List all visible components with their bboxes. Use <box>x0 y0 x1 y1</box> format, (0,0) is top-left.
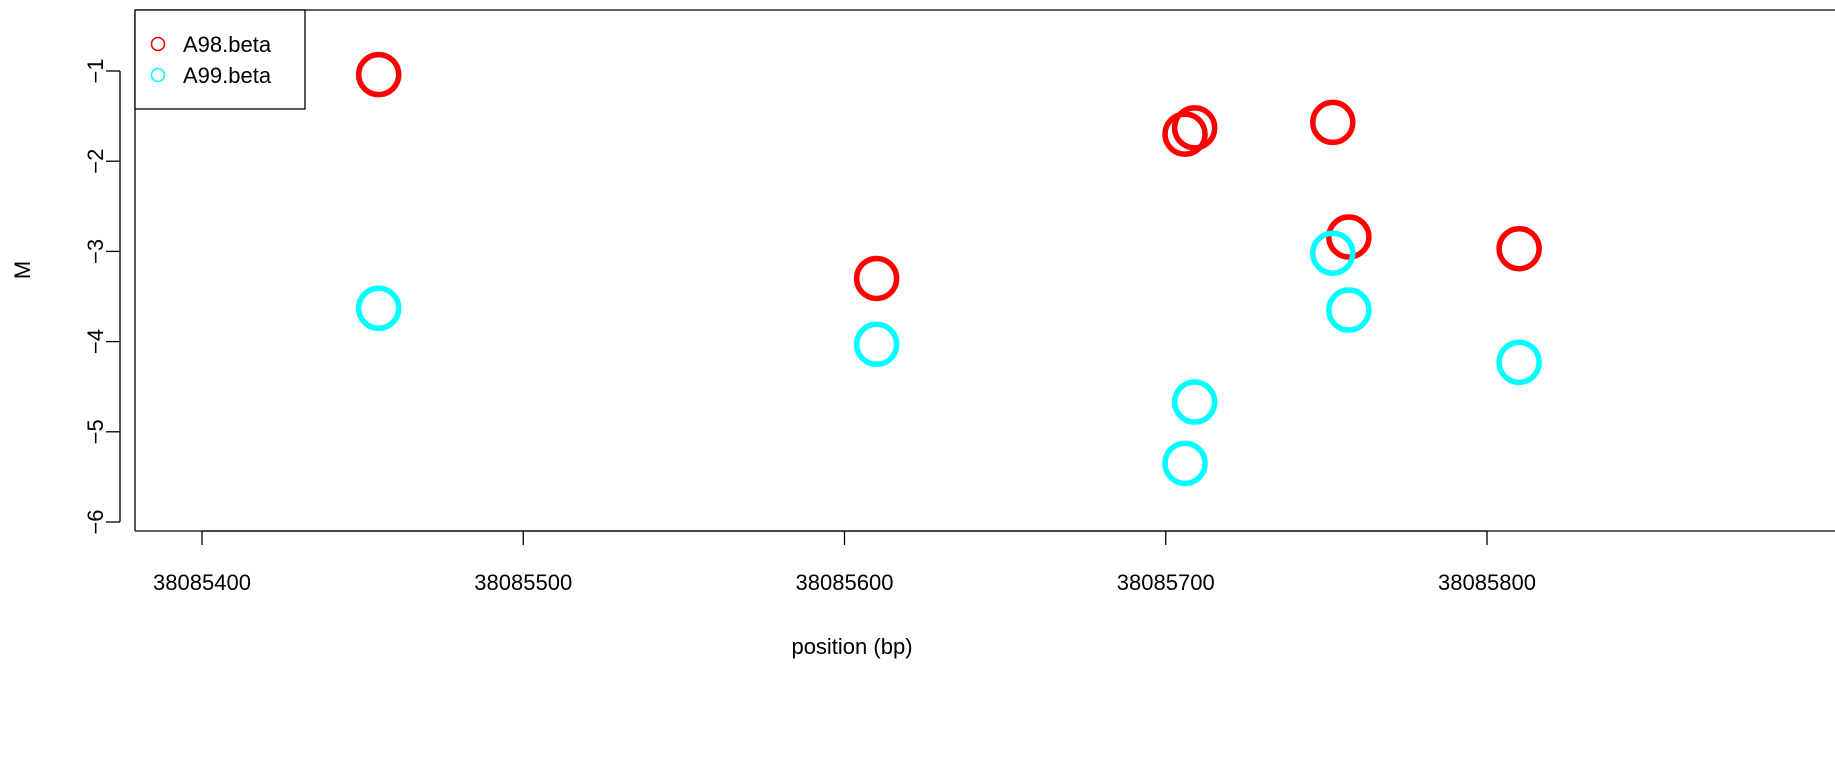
x-axis: 38085400 38085500 38085600 38085700 38085800 <box>153 530 1536 595</box>
legend-marker <box>150 67 166 83</box>
data-point <box>1496 225 1542 272</box>
data-point <box>1171 105 1218 151</box>
data-point <box>355 285 402 331</box>
legend-label: A99.beta <box>183 63 272 88</box>
data-point <box>1310 99 1356 146</box>
data-point <box>1326 214 1372 260</box>
legend: A98.beta A99.beta <box>134 9 306 110</box>
data-point <box>1496 339 1542 386</box>
x-axis-label: position (bp) <box>791 634 912 659</box>
x-tick-label: 38085600 <box>796 570 894 595</box>
data-point <box>1310 230 1356 276</box>
data-point <box>853 321 900 368</box>
data-point <box>853 255 900 302</box>
y-tick-label: −1 <box>83 58 108 83</box>
y-tick-label: −4 <box>83 329 108 354</box>
y-axis-label: M <box>10 261 35 279</box>
y-axis: −1 −2 −3 −4 −5 −6 <box>83 58 121 535</box>
x-tick-label: 38085800 <box>1438 570 1536 595</box>
data-points <box>355 51 1542 487</box>
legend-box <box>134 9 306 110</box>
legend-label: A98.beta <box>183 32 272 57</box>
data-point <box>1162 440 1208 487</box>
y-tick-label: −6 <box>83 509 108 534</box>
y-tick-label: −5 <box>83 419 108 444</box>
data-point <box>1171 379 1218 425</box>
x-tick-label: 38085500 <box>474 570 572 595</box>
x-tick-label: 38085700 <box>1117 570 1215 595</box>
series-2 <box>355 230 1542 487</box>
legend-marker <box>150 36 166 52</box>
data-point <box>1162 111 1208 157</box>
series-1 <box>355 51 1542 302</box>
y-tick-label: −2 <box>83 149 108 174</box>
y-tick-label: −3 <box>83 239 108 264</box>
data-point <box>1326 287 1372 333</box>
x-tick-label: 38085400 <box>153 570 251 595</box>
data-point <box>355 51 402 98</box>
